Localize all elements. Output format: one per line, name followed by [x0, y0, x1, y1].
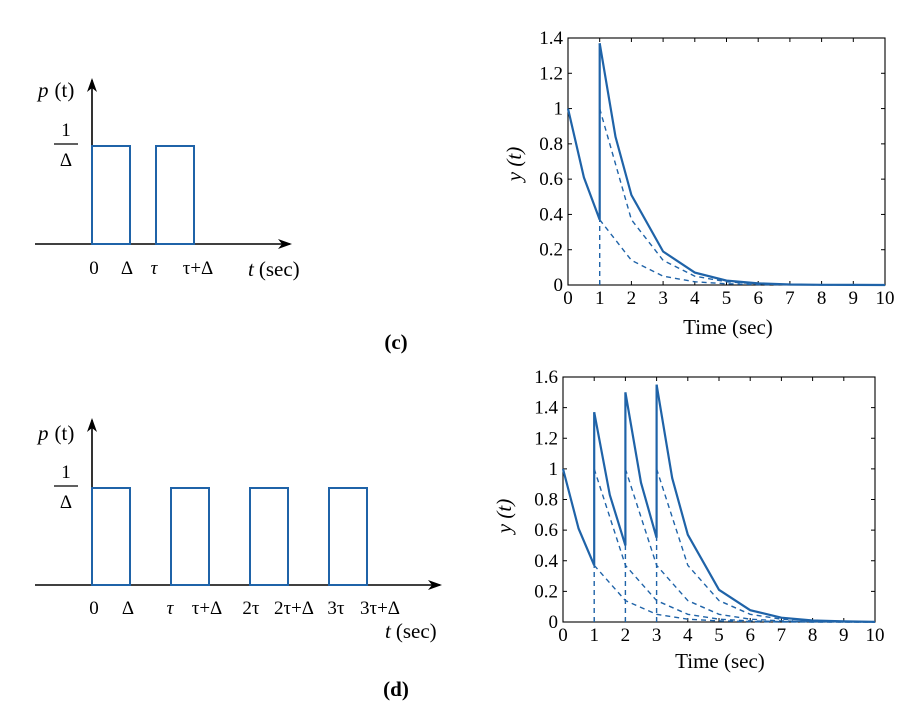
panel-c: p (t) 1 Δ 0 Δ τ τ+Δ t (sec) y (t) Time (se…	[35, 28, 895, 354]
dashed-component-curve	[593, 468, 875, 623]
plot-frame	[562, 376, 876, 623]
x-tick-label: 6	[753, 288, 763, 309]
y-tick-label: 1	[554, 99, 564, 120]
x-tick-label: 3	[658, 288, 668, 309]
pulse-rect	[91, 145, 131, 245]
chart-xlabel: Time (sec)	[675, 649, 765, 673]
y-tick-label: 1.4	[534, 398, 558, 419]
chart-xlabel: Time (sec)	[683, 315, 773, 339]
pulse-tick-label: 2τ	[242, 598, 260, 619]
x-tick-label: 2	[621, 625, 631, 646]
dashed-component-curve	[599, 219, 885, 286]
pulse-height-denominator: Δ	[60, 492, 72, 513]
pulse-height-numerator: 1	[61, 120, 71, 141]
pulse-tick-label: τ	[167, 598, 175, 619]
y-tick-label: 0.2	[539, 240, 563, 261]
response-curve	[566, 108, 601, 221]
pulse-tick-label: 0	[89, 258, 99, 279]
y-tick-label: 0.4	[534, 551, 558, 572]
x-tick-label: 8	[808, 625, 818, 646]
y-tick-label: 1	[549, 459, 559, 480]
pulse-diagram-c: p (t) 1 Δ 0 Δ τ τ+Δ t (sec)	[35, 78, 300, 281]
pulse-rect	[249, 487, 289, 586]
pulse-xlabel: t (sec)	[248, 257, 300, 281]
x-tick-label: 0	[558, 625, 568, 646]
chart-ylabel: y (t)	[502, 147, 526, 183]
y-tick-label: 0	[554, 275, 564, 296]
x-tick-label: 3	[652, 625, 662, 646]
plot-frame	[567, 37, 886, 286]
pulse-height-denominator: Δ	[60, 150, 72, 171]
x-tick-label: 10	[866, 625, 885, 646]
y-tick-label: 1.4	[539, 28, 563, 49]
pulse-rect	[170, 487, 210, 586]
y-tick-label: 1.2	[539, 63, 563, 84]
response-curve	[624, 392, 658, 539]
chart-ylabel: y (t)	[492, 499, 516, 535]
pulse-xlabel: t (sec)	[385, 619, 437, 643]
x-tick-label: 4	[683, 625, 693, 646]
x-tick-label: 7	[785, 288, 795, 309]
pulse-tick-label: Δ	[121, 258, 133, 279]
y-tick-label: 0.6	[539, 169, 563, 190]
x-tick-label: 4	[690, 288, 700, 309]
y-tick-label: 0.8	[539, 134, 563, 155]
pulse-rect	[91, 487, 131, 586]
x-tick-label: 1	[595, 288, 605, 309]
x-tick-label: 2	[627, 288, 637, 309]
pulse-tick-label: 3τ+Δ	[360, 598, 400, 619]
pulse-tick-label: τ+Δ	[183, 258, 214, 279]
dashed-component-curve	[599, 108, 886, 286]
y-tick-label: 0.4	[539, 204, 563, 225]
x-tick-label: 6	[745, 625, 755, 646]
pulse-tick-label: 3τ	[327, 598, 345, 619]
response-curve	[593, 411, 627, 546]
x-tick-label: 10	[876, 288, 895, 309]
dashed-component-curve	[593, 564, 875, 623]
x-tick-label: 9	[849, 288, 859, 309]
x-tick-label: 7	[777, 625, 787, 646]
x-tick-label: 0	[563, 288, 573, 309]
pulse-tick-label: 2τ+Δ	[274, 598, 314, 619]
pulse-height-numerator: 1	[61, 462, 71, 483]
y-tick-label: 0.8	[534, 490, 558, 511]
pulse-tick-label: 0	[89, 598, 99, 619]
panel-label-d: (d)	[383, 677, 409, 701]
y-tick-label: 0.2	[534, 581, 558, 602]
x-tick-label: 5	[722, 288, 732, 309]
y-tick-label: 1.6	[534, 367, 558, 388]
response-curve	[561, 468, 596, 566]
pulse-ylabel: p (t)	[36, 421, 74, 445]
pulse-rect	[155, 145, 195, 245]
pulse-rect	[328, 487, 368, 586]
pulse-tick-label: Δ	[122, 598, 134, 619]
y-tick-label: 1.2	[534, 428, 558, 449]
response-chart-c: y (t) Time (sec) 0 1 2 3 4 5 6 7 8 9 10 0 0.2 0.4 0.6 0…	[502, 28, 895, 339]
dashed-component-curve	[655, 468, 876, 623]
pulse-diagram-d: p (t) 1 Δ 0 Δ τ τ+Δ 2τ 2τ+Δ 3τ 3τ+Δ t (sec…	[35, 418, 442, 643]
response-curve	[655, 384, 876, 623]
response-chart-d: y (t) Time (sec) 0 1 2 3 4 5 6 7 8 9 1000.20.40.60…	[492, 367, 885, 673]
x-tick-label: 8	[817, 288, 827, 309]
panel-d: p (t) 1 Δ 0 Δ τ τ+Δ 2τ 2τ+Δ 3τ 3τ+Δ t (sec…	[35, 367, 885, 701]
pulse-tick-label: τ+Δ	[192, 598, 223, 619]
dashed-component-curve	[624, 468, 876, 623]
y-tick-label: 0	[549, 612, 559, 633]
pulse-tick-label: τ	[151, 258, 159, 279]
x-tick-label: 5	[714, 625, 724, 646]
panel-label-c: (c)	[384, 330, 407, 354]
x-tick-label: 9	[839, 625, 849, 646]
y-tick-label: 0.6	[534, 520, 558, 541]
pulse-ylabel: p (t)	[36, 78, 74, 102]
response-curve	[598, 43, 886, 287]
x-tick-label: 1	[589, 625, 599, 646]
